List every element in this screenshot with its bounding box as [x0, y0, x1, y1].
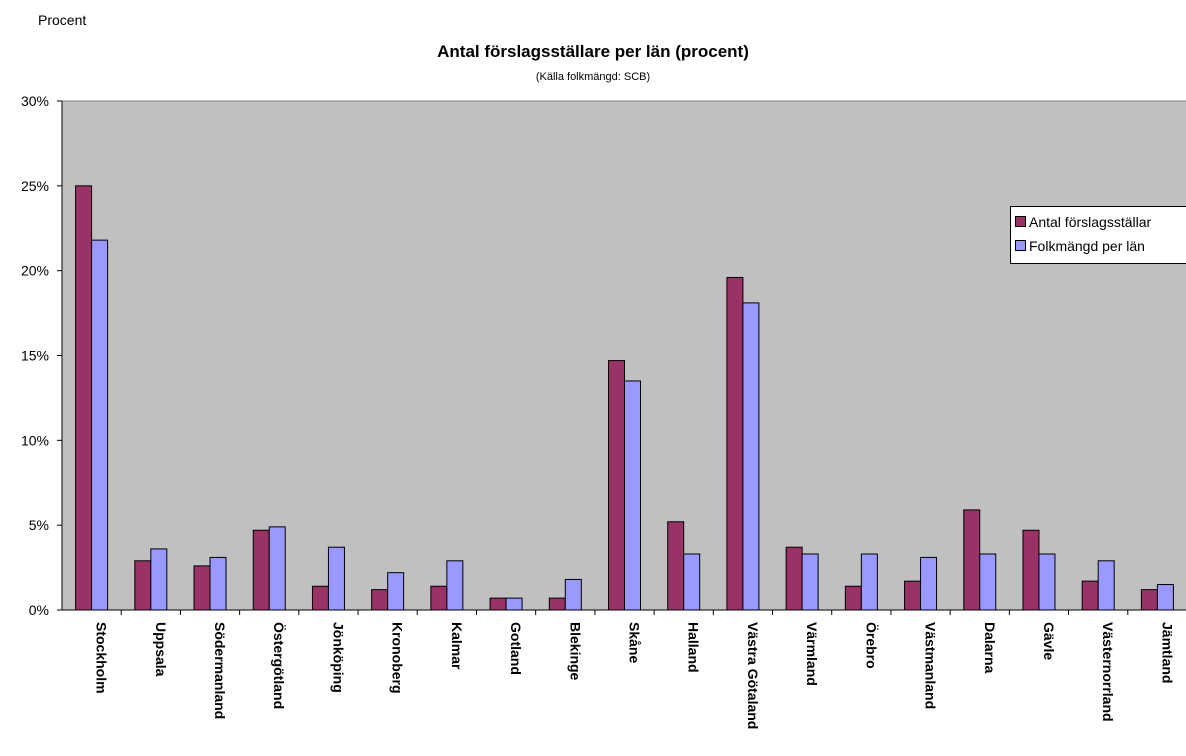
x-tick-label: Jönköping — [330, 622, 346, 693]
bar-antal-forslagsstallare — [489, 597, 507, 611]
bar-folkmangd-per-lan — [327, 546, 345, 611]
bar-antal-forslagsstallare — [1022, 529, 1040, 611]
x-tick-label: Västernorrland — [1100, 622, 1116, 722]
x-tick-label: Västmanland — [923, 622, 939, 709]
x-tick-label: Skåne — [627, 622, 643, 663]
bar-antal-forslagsstallare — [904, 580, 922, 611]
bar-antal-forslagsstallare — [252, 529, 270, 611]
bar-folkmangd-per-lan — [564, 578, 582, 611]
bar-folkmangd-per-lan — [1097, 560, 1115, 611]
bar-folkmangd-per-lan — [387, 572, 405, 611]
bar-antal-forslagsstallare — [963, 509, 981, 611]
bar-folkmangd-per-lan — [91, 239, 109, 611]
bar-antal-forslagsstallare — [785, 546, 803, 611]
bar-folkmangd-per-lan — [268, 526, 286, 611]
y-tick-label: 30% — [21, 93, 49, 109]
y-tick-label: 15% — [21, 348, 49, 364]
bar-folkmangd-per-lan — [446, 560, 464, 611]
x-tick-label: Halland — [686, 622, 702, 673]
legend-label-folkmangd: Folkmängd per län — [1029, 238, 1145, 254]
bar-folkmangd-per-lan — [920, 556, 938, 611]
x-tick-label: Gävle — [1041, 622, 1057, 660]
x-tick-label: Blekinge — [567, 622, 583, 681]
x-tick-label: Jämtland — [1159, 622, 1175, 683]
x-tick-label: Värmland — [804, 622, 820, 686]
chart-title: Antal förslagsställare per län (procent) — [437, 42, 749, 61]
chart-subtitle: (Källa folkmängd: SCB) — [535, 71, 651, 83]
bar-antal-forslagsstallare — [75, 185, 93, 611]
bar-antal-forslagsstallare — [548, 597, 566, 611]
x-tick-label: Östergötland — [271, 622, 287, 709]
bar-folkmangd-per-lan — [505, 597, 523, 611]
legend-swatch-folkmangd — [1015, 240, 1026, 251]
x-tick-label: Västra Götaland — [745, 622, 761, 729]
bar-folkmangd-per-lan — [624, 380, 641, 611]
y-tick-label: 5% — [29, 517, 49, 533]
bar-folkmangd-per-lan — [683, 553, 701, 611]
bar-folkmangd-per-lan — [1156, 584, 1174, 611]
x-tick-label: Kalmar — [449, 622, 465, 670]
legend-label-antal: Antal förslagsställar — [1029, 214, 1152, 230]
x-tick-label: Stockholm — [94, 622, 110, 694]
legend-item-antal: Antal förslagsställar — [1015, 213, 1151, 231]
x-tick-label: Uppsala — [153, 622, 169, 677]
bar-antal-forslagsstallare — [608, 360, 625, 611]
y-tick-label: 25% — [21, 178, 49, 194]
y-tick-label: 20% — [21, 263, 49, 279]
y-tick-label: 10% — [21, 432, 49, 448]
bar-antal-forslagsstallare — [667, 521, 685, 611]
x-tick-label: Gotland — [508, 622, 524, 675]
bar-folkmangd-per-lan — [860, 553, 878, 611]
bar-antal-forslagsstallare — [311, 585, 329, 611]
bar-folkmangd-per-lan — [742, 302, 760, 611]
x-tick-label: Örebro — [863, 622, 879, 669]
x-tick-label: Dalarna — [982, 622, 998, 674]
bar-folkmangd-per-lan — [1038, 553, 1056, 611]
legend: Antal förslagsställar Folkmängd per län — [1010, 206, 1186, 264]
bar-folkmangd-per-lan — [979, 553, 997, 611]
bar-antal-forslagsstallare — [1140, 589, 1158, 611]
bar-antal-forslagsstallare — [371, 589, 389, 611]
bar-antal-forslagsstallare — [1081, 580, 1099, 611]
bar-folkmangd-per-lan — [209, 556, 227, 611]
bar-antal-forslagsstallare — [193, 565, 211, 611]
legend-item-folkmangd: Folkmängd per län — [1015, 237, 1145, 255]
bar-antal-forslagsstallare — [844, 585, 862, 611]
y-unit-label: Procent — [38, 12, 87, 28]
bar-antal-forslagsstallare — [430, 585, 448, 611]
x-tick-label: Kronoberg — [390, 622, 406, 694]
legend-swatch-antal — [1015, 216, 1026, 227]
bar-folkmangd-per-lan — [801, 553, 819, 611]
x-tick-label: Södermanland — [212, 622, 228, 719]
bar-antal-forslagsstallare — [726, 276, 744, 611]
bar-folkmangd-per-lan — [150, 548, 168, 611]
bar-antal-forslagsstallare — [134, 560, 152, 611]
y-tick-label: 0% — [29, 602, 49, 618]
